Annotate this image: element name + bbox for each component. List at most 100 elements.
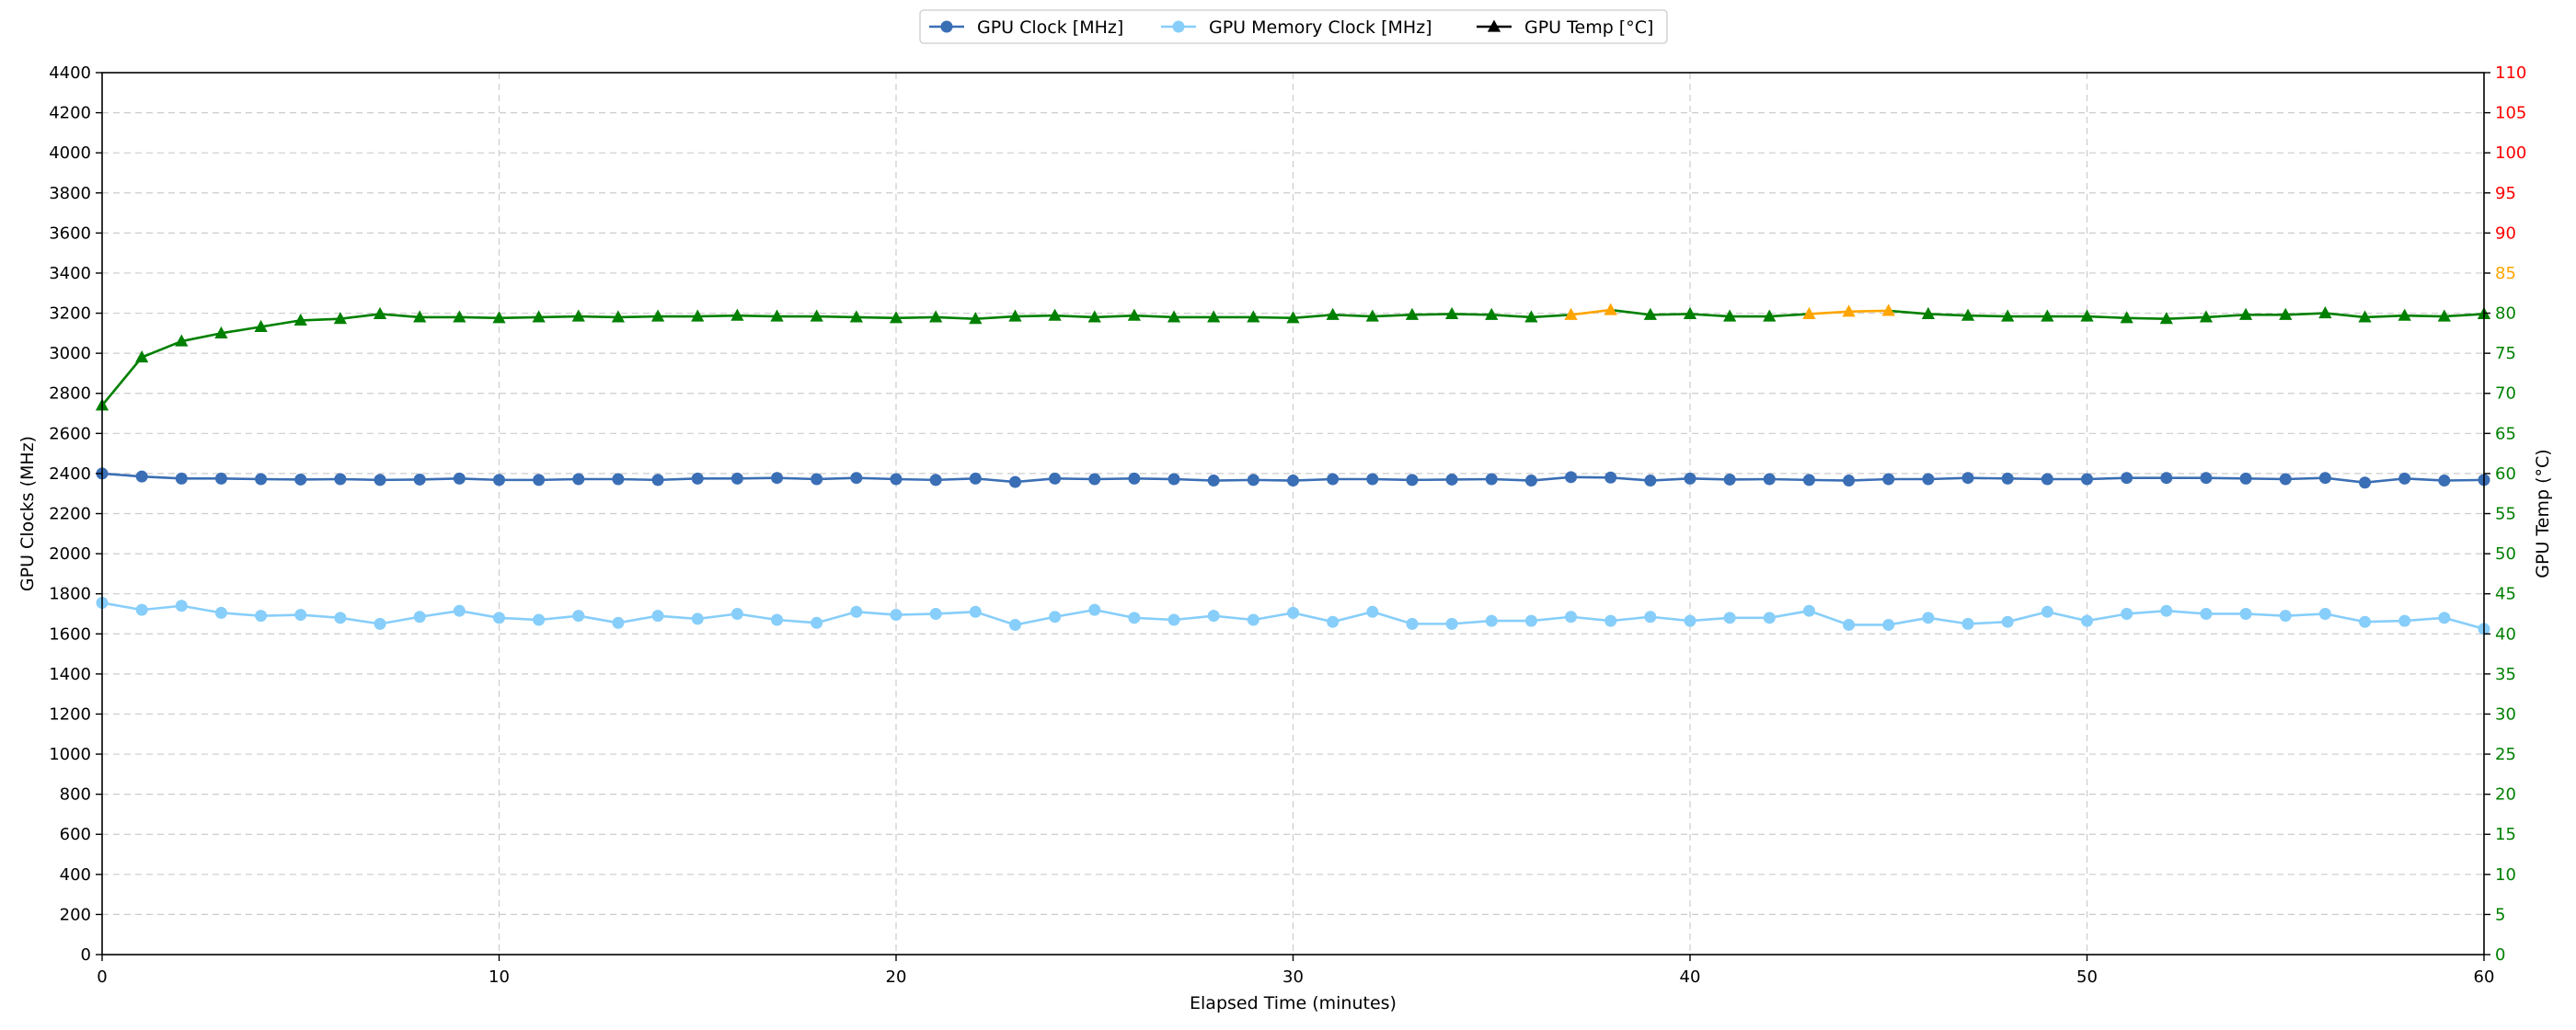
legend-label: GPU Memory Clock [MHz]	[1209, 17, 1432, 38]
data-point	[1406, 617, 1419, 630]
data-point	[849, 310, 863, 323]
series-line-segment	[379, 615, 420, 625]
data-point	[1167, 310, 1181, 323]
series-line-segment	[2126, 609, 2167, 615]
series-line-segment	[1769, 313, 1810, 318]
data-point	[1524, 475, 1537, 487]
series-line-segment	[420, 477, 460, 481]
data-point	[1485, 614, 1498, 627]
data-point	[2159, 312, 2173, 325]
series-line-segment	[617, 477, 659, 482]
y2-tick-label: 40	[2495, 624, 2516, 644]
series-line-segment	[1213, 478, 1254, 482]
y-tick-label: 2800	[49, 384, 91, 404]
data-point	[1087, 310, 1101, 323]
series-line-segment	[1927, 476, 1969, 481]
data-point	[2318, 607, 2331, 620]
data-point	[2359, 615, 2372, 628]
series-line-segment	[776, 476, 817, 481]
data-point	[1684, 614, 1696, 627]
series-line-segment	[1809, 609, 1850, 626]
series-line-segment	[1689, 616, 1731, 623]
data-point	[1644, 475, 1657, 487]
y2-tick-label: 60	[2495, 464, 2516, 484]
y2-tick-label: 80	[2495, 304, 2516, 324]
y2-tick-label: 105	[2495, 104, 2526, 123]
y2-tick-label: 85	[2495, 264, 2516, 283]
data-point	[413, 611, 426, 624]
series-line-segment	[181, 604, 222, 614]
data-point	[730, 607, 743, 620]
series-line-segment	[737, 314, 777, 318]
data-point	[294, 473, 307, 486]
data-point	[2121, 472, 2133, 485]
data-point	[1128, 472, 1141, 485]
series-line-segment	[339, 477, 381, 482]
data-point	[571, 309, 585, 322]
series-line-segment	[2444, 616, 2485, 631]
data-point	[730, 308, 744, 321]
data-point	[2398, 472, 2411, 485]
y-tick-label: 3200	[49, 304, 91, 324]
series-line-segment	[1452, 313, 1492, 316]
data-point	[2239, 607, 2252, 620]
series-line-segment	[1293, 612, 1333, 624]
y2-tick-label: 25	[2495, 745, 2516, 764]
data-point	[1048, 308, 1062, 321]
y-tick-label: 600	[60, 825, 91, 844]
legend-label: GPU Clock [MHz]	[977, 17, 1123, 38]
y-tick-label: 1000	[49, 745, 91, 764]
series-0	[96, 467, 2490, 489]
series-line-segment	[2087, 315, 2127, 320]
y2-tick-label: 70	[2495, 384, 2516, 404]
series-1	[96, 596, 2490, 635]
series-line-segment	[1054, 477, 1095, 481]
y2-tick-label: 110	[2495, 63, 2526, 83]
x-tick-label: 20	[886, 967, 907, 987]
data-point	[1644, 611, 1657, 624]
data-point	[2199, 310, 2214, 323]
x-axis-title: Elapsed Time (minutes)	[1190, 993, 1397, 1013]
series-line-segment	[895, 612, 937, 616]
series-line-segment	[974, 611, 1016, 626]
series-line-segment	[142, 475, 182, 480]
data-point	[293, 313, 307, 326]
series-layer	[95, 303, 2491, 635]
data-point	[135, 349, 149, 363]
y-axis-title: GPU Clocks (MHz)	[17, 436, 38, 591]
data-point	[493, 474, 505, 486]
data-point	[1008, 618, 1021, 631]
series-line-segment	[776, 618, 817, 624]
data-point	[691, 309, 705, 322]
data-point	[1326, 307, 1340, 320]
data-point	[1247, 613, 1259, 626]
data-point	[2438, 612, 2451, 624]
series-line-segment	[936, 477, 976, 482]
data-point	[1286, 311, 1300, 324]
data-point	[1167, 613, 1180, 626]
series-line-segment	[1531, 615, 1571, 623]
data-point	[572, 473, 585, 486]
data-point	[1723, 309, 1737, 322]
data-point	[612, 616, 625, 629]
data-point	[1565, 471, 1578, 484]
data-point	[413, 473, 426, 486]
series-line-segment	[1094, 477, 1134, 481]
y-tick-label: 4400	[49, 63, 91, 83]
series-line-segment	[2205, 476, 2247, 480]
data-point	[651, 474, 664, 486]
series-line-segment	[459, 315, 500, 320]
series-line-segment	[181, 332, 222, 343]
grid-lines	[102, 73, 2484, 955]
data-point	[492, 311, 506, 324]
series-line-segment	[2087, 612, 2127, 623]
series-line-segment	[856, 611, 897, 616]
x-tick-label: 60	[2474, 967, 2495, 987]
series-line-segment	[1968, 476, 2008, 480]
series-line-segment	[1133, 477, 1175, 481]
y-tick-label: 2600	[49, 424, 91, 443]
series-line-segment	[2166, 315, 2207, 320]
legend-swatch-marker	[1487, 19, 1501, 32]
y2-tick-label: 55	[2495, 505, 2516, 524]
series-line-segment	[856, 315, 897, 320]
